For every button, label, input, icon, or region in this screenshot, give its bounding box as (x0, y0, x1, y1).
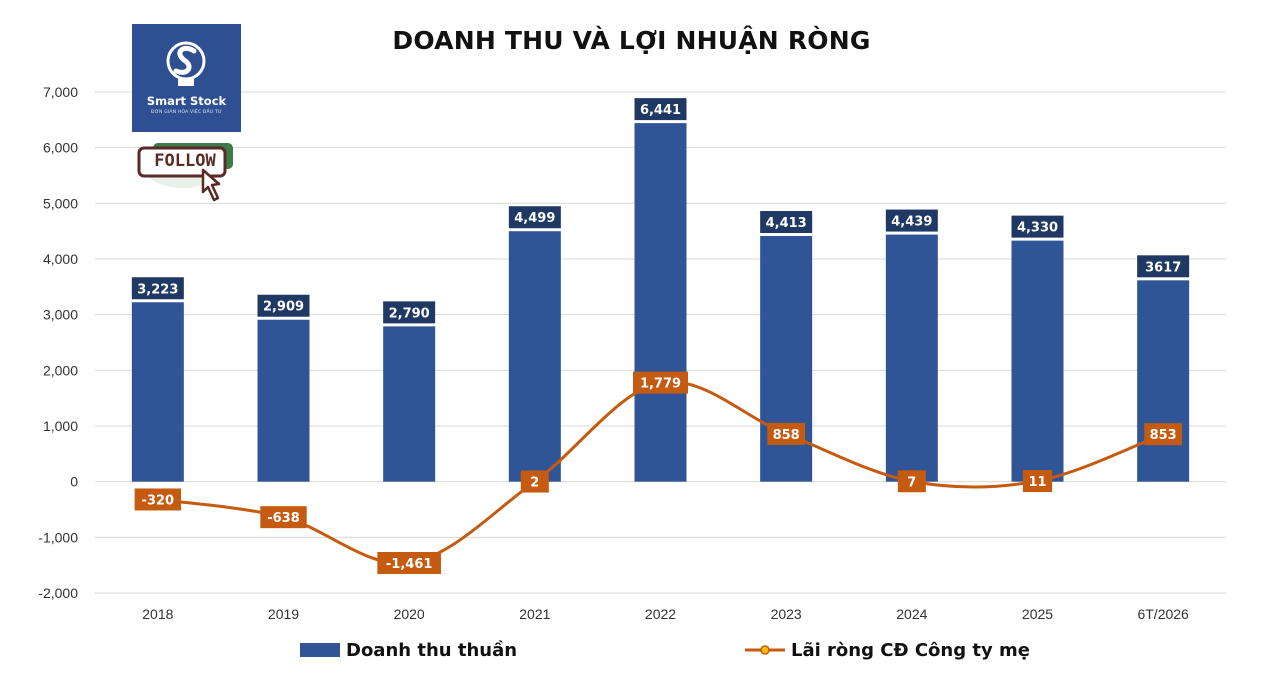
bar (1137, 280, 1190, 482)
bar-label-box (634, 98, 687, 121)
x-tick-label: 2019 (268, 606, 299, 622)
line-label-box (1144, 423, 1183, 446)
y-tick-label: -2,000 (38, 585, 78, 601)
follow-button-icon (137, 143, 233, 202)
bar-label-box (760, 211, 813, 234)
y-tick-label: 2,000 (43, 362, 78, 378)
legend-item-net-profit: Lãi ròng CĐ Công ty mẹ (745, 638, 1030, 662)
line-label-box (897, 470, 926, 493)
x-tick-label: 2023 (771, 606, 802, 622)
line-data-label: 858 (773, 428, 800, 443)
bar (1011, 240, 1064, 482)
bar (508, 231, 561, 482)
line-data-label: 11 (1028, 475, 1046, 490)
bar-label-box (508, 206, 561, 229)
line-label-box (633, 371, 688, 394)
line-label-box (377, 551, 441, 574)
y-tick-label: 0 (70, 474, 78, 490)
legend-item-revenue: Doanh thu thuần (300, 638, 517, 662)
logo-name: Smart Stock (146, 94, 227, 108)
y-tick-label: 5,000 (43, 195, 78, 211)
bar-data-label: 4,413 (766, 216, 807, 231)
logo-tagline: ĐƠN GIẢN HÓA VIỆC ĐẦU TƯ (151, 110, 222, 115)
line-label-box (1022, 470, 1053, 493)
chart-title: DOANH THU VÀ LỢI NHUẬN RÒNG (392, 26, 871, 55)
bar (885, 234, 938, 482)
legend-label-revenue: Doanh thu thuần (346, 639, 518, 661)
bar-label-box (1137, 255, 1190, 278)
bar-data-label: 3617 (1145, 260, 1181, 275)
bar-data-label: 2,790 (389, 306, 430, 321)
bar-label-box (257, 294, 310, 317)
y-tick-label: 6,000 (43, 140, 78, 156)
bar-data-label: 4,439 (891, 215, 932, 230)
line-label-box (520, 470, 549, 493)
line-label-box (134, 488, 182, 511)
y-tick-label: 3,000 (43, 307, 78, 323)
bar (131, 302, 184, 482)
x-tick-label: 2022 (645, 606, 676, 622)
line-data-label: -638 (267, 511, 300, 526)
x-tick-label: 2020 (394, 606, 425, 622)
x-axis: 2018 2019 2020 2021 2022 2023 2024 2025 6T/2026 (142, 606, 1189, 622)
y-axis: -2,000 -1,000 0 1,000 2,000 3,000 4,000 5,000 6,… (38, 84, 78, 601)
bar-data-label: 6,441 (640, 103, 681, 118)
smart-stock-logo: Smart Stock ĐƠN GIẢN HÓA VIỆC ĐẦU TƯ (132, 24, 241, 132)
y-tick-label: 4,000 (43, 251, 78, 267)
follow-label: FOLLOW (154, 151, 216, 171)
line-data-label: -320 (142, 493, 175, 508)
x-tick-label: 2024 (896, 606, 927, 622)
bar (634, 123, 687, 482)
y-tick-label: 1,000 (43, 418, 78, 434)
line-data-label: 1,779 (640, 377, 681, 392)
bar-label-box (1011, 215, 1064, 238)
bar-series: 3,223 2,909 2,790 4,499 6,441 4,413 4,439 4,330… (131, 98, 1190, 482)
line-data-label: 7 (907, 475, 916, 490)
y-tick-label: 7,000 (43, 84, 78, 100)
line-data-label: 853 (1150, 428, 1177, 443)
line-data-label: -1,461 (386, 557, 433, 572)
bar-label-box (131, 277, 184, 300)
x-tick-label: 6T/2026 (1137, 606, 1189, 622)
bar-data-label: 3,223 (137, 282, 178, 297)
line-series: -320 -638 -1,461 2 1,779 858 7 11 853 (134, 371, 1183, 574)
legend-label-net-profit: Lãi ròng CĐ Công ty mẹ (791, 639, 1030, 661)
legend-swatch-line (745, 645, 785, 655)
follow-badge[interactable]: FOLLOW (135, 140, 245, 210)
x-tick-label: 2018 (142, 606, 173, 622)
bar (383, 326, 436, 482)
bar-data-label: 2,909 (263, 300, 304, 315)
line-label-box (767, 422, 806, 445)
line-label-box (260, 506, 307, 529)
line-data-label: 2 (530, 476, 539, 491)
bar-label-box (885, 209, 938, 232)
bar-data-label: 4,330 (1017, 221, 1058, 236)
bar (257, 319, 310, 482)
bar-label-box (383, 301, 436, 324)
legend-swatch-bar (300, 643, 340, 657)
lightbulb-icon (166, 41, 206, 86)
y-tick-label: -1,000 (38, 529, 78, 545)
x-tick-label: 2025 (1022, 606, 1053, 622)
bar-data-label: 4,499 (514, 211, 555, 226)
x-tick-label: 2021 (519, 606, 550, 622)
